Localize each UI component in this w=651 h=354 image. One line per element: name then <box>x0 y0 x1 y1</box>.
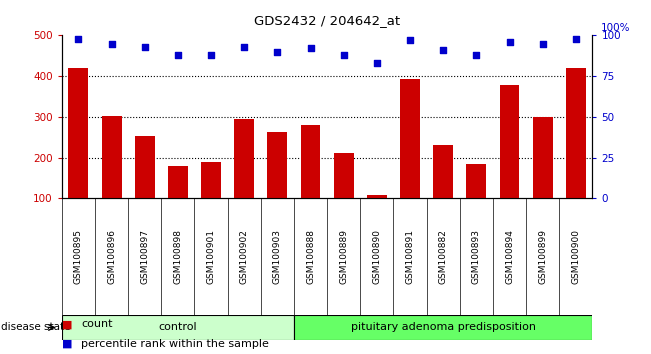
Point <box>106 41 117 46</box>
Point <box>372 60 382 66</box>
Bar <box>499 85 519 198</box>
Text: GSM100897: GSM100897 <box>140 229 149 284</box>
Point <box>438 47 449 53</box>
Text: GSM100890: GSM100890 <box>372 229 381 284</box>
Text: percentile rank within the sample: percentile rank within the sample <box>81 339 270 349</box>
Bar <box>135 136 155 198</box>
Text: GSM100903: GSM100903 <box>273 229 282 284</box>
Bar <box>62 315 294 340</box>
Point <box>571 36 581 41</box>
Text: GSM100882: GSM100882 <box>439 229 448 284</box>
Text: GSM100888: GSM100888 <box>306 229 315 284</box>
Text: disease state: disease state <box>1 322 70 332</box>
Point <box>538 41 548 46</box>
Bar <box>301 125 320 198</box>
Bar <box>201 161 221 198</box>
Bar <box>102 116 122 198</box>
Bar <box>294 315 592 340</box>
Text: GSM100889: GSM100889 <box>339 229 348 284</box>
Text: control: control <box>159 322 197 332</box>
Point <box>239 44 249 50</box>
Point <box>139 44 150 50</box>
Text: GSM100893: GSM100893 <box>472 229 481 284</box>
Text: count: count <box>81 319 113 329</box>
Point <box>505 39 515 45</box>
Bar <box>367 195 387 198</box>
Text: ■: ■ <box>62 339 72 349</box>
Text: GSM100901: GSM100901 <box>206 229 215 284</box>
Bar <box>334 153 353 198</box>
Bar <box>400 79 420 198</box>
Point <box>173 52 183 58</box>
Bar <box>234 119 254 198</box>
Bar <box>268 132 287 198</box>
Text: pituitary adenoma predisposition: pituitary adenoma predisposition <box>351 322 536 332</box>
Point <box>339 52 349 58</box>
Bar <box>533 117 553 198</box>
Text: GSM100898: GSM100898 <box>173 229 182 284</box>
Text: GSM100895: GSM100895 <box>74 229 83 284</box>
Text: 100%: 100% <box>601 23 630 33</box>
Text: GSM100899: GSM100899 <box>538 229 547 284</box>
Point <box>272 49 283 55</box>
Text: GSM100894: GSM100894 <box>505 229 514 284</box>
Point <box>206 52 216 58</box>
Point <box>471 52 482 58</box>
Text: GSM100891: GSM100891 <box>406 229 415 284</box>
Bar <box>168 166 188 198</box>
Bar <box>566 68 586 198</box>
Text: ■: ■ <box>62 319 72 329</box>
Text: GSM100902: GSM100902 <box>240 229 249 284</box>
Point <box>73 36 83 41</box>
Point <box>405 38 415 43</box>
Bar <box>433 145 453 198</box>
Point <box>305 46 316 51</box>
Text: GSM100900: GSM100900 <box>572 229 580 284</box>
Bar <box>466 164 486 198</box>
Text: GDS2432 / 204642_at: GDS2432 / 204642_at <box>254 14 400 27</box>
Bar <box>68 68 89 198</box>
Text: GSM100896: GSM100896 <box>107 229 116 284</box>
